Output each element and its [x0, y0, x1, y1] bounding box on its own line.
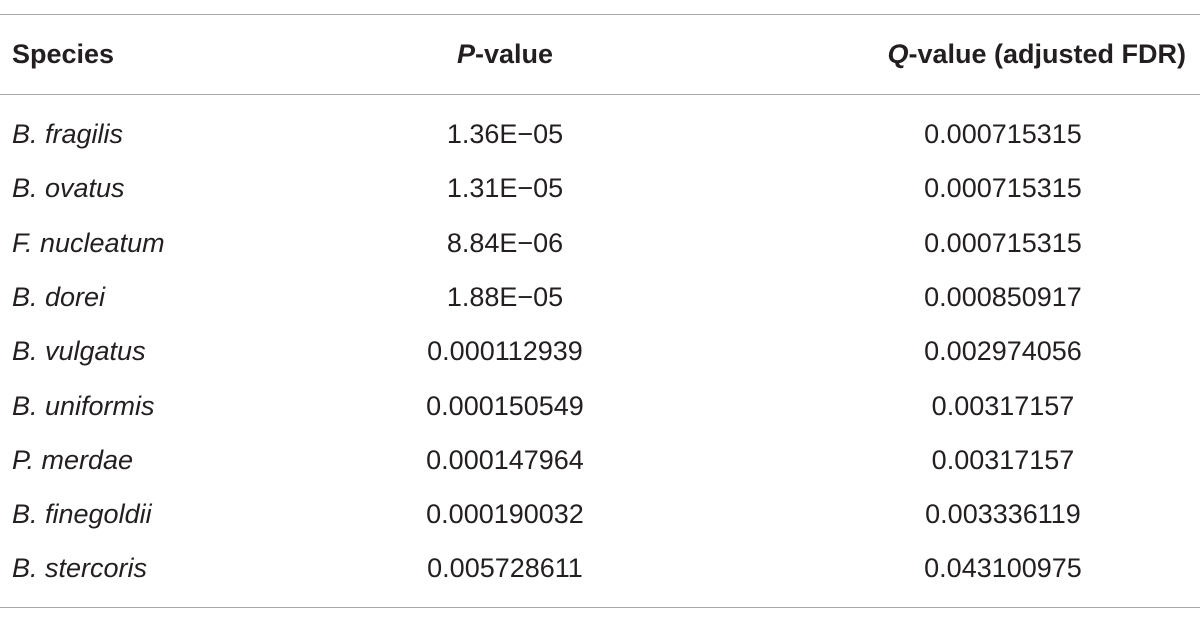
value-cell: 1.36E−05	[446, 119, 564, 149]
species-cell: B. stercoris	[12, 553, 148, 584]
value-cell: 0.000147964	[426, 444, 584, 475]
header-cell: Q-value (adjusted FDR)	[887, 34, 1186, 74]
value-cell: 0.000715315	[924, 227, 1082, 258]
value-cell: 0.00317157	[931, 390, 1075, 421]
species-cell: B. finegoldii	[12, 499, 152, 530]
species-cell: B. uniformis	[12, 390, 155, 421]
header-italic: P	[456, 39, 475, 69]
species-cell: B. fragilis	[12, 119, 124, 149]
value-cell: 1.31E−05	[446, 173, 564, 204]
value-cell: 0.002974056	[924, 336, 1082, 367]
value-cell: 0.000190032	[426, 499, 584, 530]
header-text: -value	[474, 39, 554, 69]
bottom-rule	[0, 607, 1200, 608]
species-cell: B. dorei	[12, 281, 106, 312]
species-cell: B. vulgatus	[12, 336, 146, 367]
value-cell: 0.000112939	[427, 336, 583, 367]
header-rule	[0, 94, 1200, 95]
value-cell: 8.84E−06	[446, 227, 564, 258]
value-cell: 0.000715315	[924, 119, 1082, 149]
value-cell: 0.003336119	[925, 499, 1081, 530]
header-text: -value (adjusted FDR)	[908, 39, 1186, 69]
value-cell: 1.88E−05	[446, 281, 564, 312]
value-cell: 0.000715315	[924, 173, 1082, 204]
top-rule	[0, 14, 1200, 15]
species-cell: B. ovatus	[12, 173, 125, 204]
value-cell: 0.043100975	[924, 553, 1082, 584]
header-italic: Q	[887, 39, 909, 69]
header-cell: P-value	[205, 34, 805, 74]
value-cell: 0.005728611	[427, 553, 583, 584]
species-cell: F. nucleatum	[12, 227, 165, 258]
header-cell: Species	[12, 34, 114, 74]
species-cell: P. merdae	[12, 444, 134, 475]
value-cell: 0.00317157	[931, 444, 1075, 475]
header-text: Species	[12, 39, 115, 69]
value-cell: 0.000850917	[924, 281, 1082, 312]
value-cell: 0.000150549	[426, 390, 584, 421]
